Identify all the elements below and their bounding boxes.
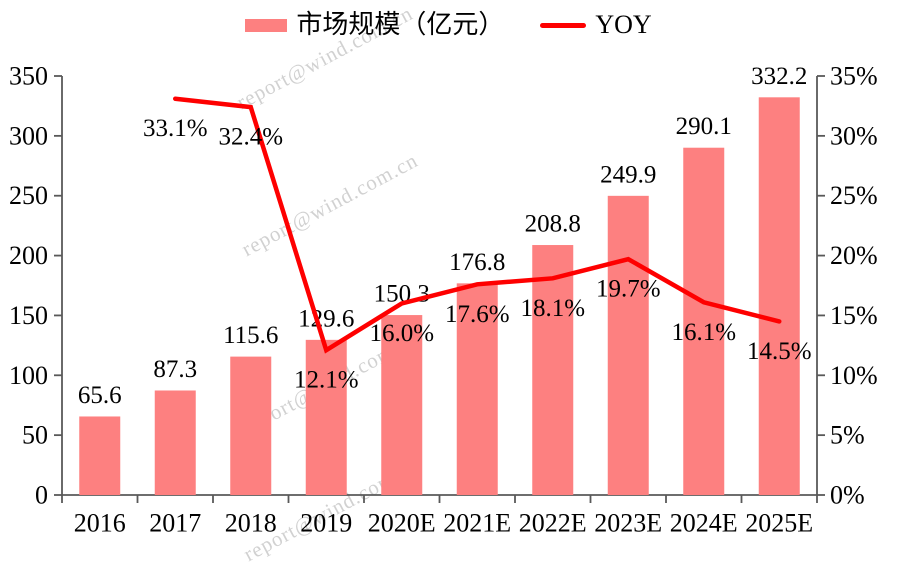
- x-axis-category-label: 2019: [300, 509, 352, 538]
- y-axis-left-tick-label: 50: [22, 421, 48, 450]
- bar-value-label: 129.6: [298, 305, 354, 332]
- yoy-point-label: 14.5%: [747, 338, 812, 365]
- bar-value-label: 332.2: [751, 63, 807, 90]
- bar: [79, 416, 121, 495]
- bar-series-swatch-icon: [245, 18, 288, 32]
- x-axis-category-label: 2021E: [443, 509, 511, 538]
- y-axis-left-tick-label: 200: [9, 241, 48, 270]
- yoy-point-label: 33.1%: [143, 115, 208, 142]
- yoy-point-label: 18.1%: [520, 295, 585, 322]
- yoy-point-label: 16.0%: [369, 320, 434, 347]
- legend-label-market-size: 市场规模（亿元）: [296, 10, 505, 39]
- bar-value-label: 290.1: [676, 113, 732, 140]
- legend-item-yoy: YOY: [540, 10, 652, 39]
- y-axis-right-tick-label: 5%: [830, 421, 865, 450]
- bar: [305, 339, 347, 495]
- yoy-line: [173, 96, 782, 354]
- y-axis-right-tick-label: 35%: [830, 62, 878, 91]
- legend-item-market-size: 市场规模（亿元）: [245, 12, 504, 38]
- yoy-point-label: 17.6%: [445, 301, 510, 328]
- bar: [230, 356, 272, 495]
- yoy-point-label: 16.1%: [671, 319, 736, 346]
- y-axis-left-tick-label: 100: [9, 361, 48, 390]
- bar: [532, 245, 574, 495]
- x-axis-category-label: 2023E: [594, 509, 662, 538]
- yoy-point-label: 19.7%: [596, 276, 661, 303]
- y-axis-left-tick-label: 0: [35, 481, 48, 510]
- legend: 市场规模（亿元） YOY: [0, 12, 897, 38]
- bar-value-label: 65.6: [78, 382, 122, 409]
- bar: [607, 195, 649, 496]
- bar-value-label: 208.8: [525, 211, 581, 238]
- bar: [154, 390, 196, 495]
- x-axis-category-label: 2022E: [519, 509, 587, 538]
- x-axis-category-label: 2024E: [670, 509, 738, 538]
- bar: [758, 97, 800, 495]
- y-axis-right-tick-label: 0%: [830, 481, 865, 510]
- y-axis-right-tick-label: 10%: [830, 361, 878, 390]
- bar-value-label: 87.3: [153, 356, 197, 383]
- yoy-point-label: 12.1%: [294, 367, 359, 394]
- bar-value-label: 115.6: [223, 322, 278, 349]
- y-axis-left-tick-label: 150: [9, 301, 48, 330]
- bar: [683, 147, 725, 495]
- bar: [381, 315, 423, 495]
- x-axis-category-label: 2025E: [745, 509, 813, 538]
- x-axis-category-label: 2017: [149, 509, 201, 538]
- bar: [456, 283, 498, 495]
- y-axis-right-tick-label: 25%: [830, 181, 878, 210]
- y-axis-left-tick-label: 250: [9, 181, 48, 210]
- bar-value-label: 249.9: [600, 161, 656, 188]
- x-axis-category-label: 2016: [74, 509, 126, 538]
- y-axis-right-tick-label: 30%: [830, 121, 878, 150]
- y-axis-right-tick-label: 15%: [830, 301, 878, 330]
- bar-value-label: 176.8: [449, 249, 505, 276]
- yoy-point-label: 32.4%: [218, 124, 283, 151]
- legend-label-yoy: YOY: [595, 10, 652, 39]
- y-axis-left-tick-label: 350: [9, 62, 48, 91]
- y-axis-left-tick-label: 300: [9, 121, 48, 150]
- x-axis-category-label: 2020E: [368, 509, 436, 538]
- x-axis-category-label: 2018: [225, 509, 277, 538]
- line-series-swatch-icon: [540, 22, 587, 28]
- y-axis-right-tick-label: 20%: [830, 241, 878, 270]
